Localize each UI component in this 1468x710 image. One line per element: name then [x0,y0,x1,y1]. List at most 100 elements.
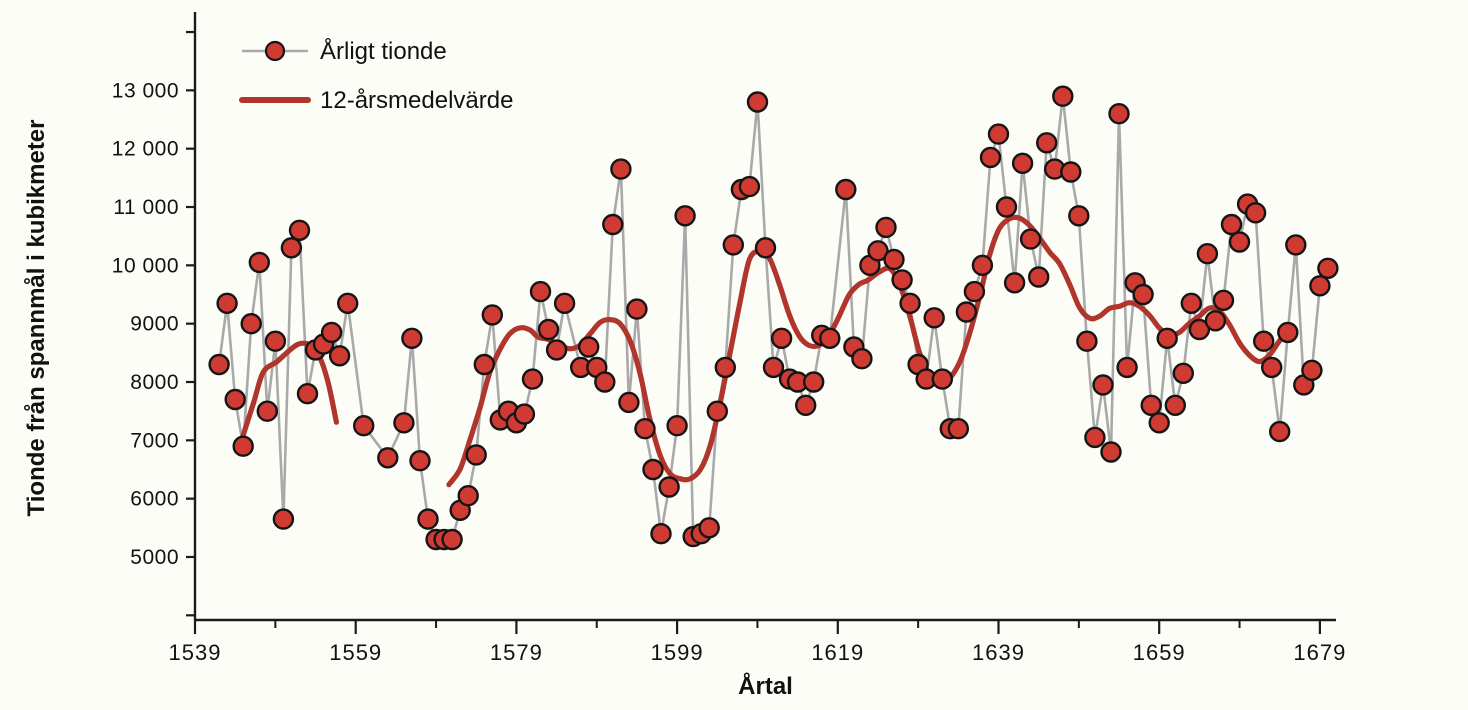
data-point [1060,161,1082,183]
data-point [441,528,463,551]
data-point [1019,228,1042,250]
data-point [280,237,303,259]
y-tick-label: 8000 [130,371,179,394]
data-point [1011,152,1034,175]
data-point [208,353,230,376]
data-point [1220,213,1243,236]
data-point [1188,318,1211,341]
data-point [923,307,945,329]
data-point [521,368,544,390]
data-point [1068,205,1090,227]
y-tick-label: 12 000 [112,138,179,161]
data-point [947,418,969,440]
x-tick-label: 1599 [651,640,704,665]
data-point [240,313,262,335]
data-point [1252,330,1275,352]
y-tick-label: 9000 [130,313,179,336]
data-point [264,330,287,352]
data-point [1076,330,1098,352]
y-tick-label: 5000 [130,546,179,569]
data-point [1035,132,1058,154]
data-point [1212,289,1235,311]
data-point [1228,231,1251,253]
data-point [610,158,632,180]
data-point [1132,283,1154,306]
data-point [698,517,720,539]
data-point [602,213,624,236]
data-point [232,435,254,457]
data-point [626,298,648,320]
data-point [1172,362,1195,384]
data-point [1309,275,1331,297]
data-point [1244,202,1267,224]
data-point [762,356,785,379]
data-point [955,301,978,323]
data-point [819,327,841,349]
x-tick-label: 1559 [329,640,382,665]
data-point [545,339,568,361]
legend-annual-marker-icon [264,40,286,62]
data-point [473,353,495,376]
smoothed-series-line [446,214,1292,488]
x-axis-title: Årtal [738,672,793,700]
data-point [288,219,311,242]
data-point [1285,234,1307,256]
data-point [1317,257,1339,279]
legend-annual-label: Årligt tionde [320,37,447,65]
data-point [1196,242,1219,265]
data-point [1003,272,1026,294]
data-point [642,458,664,481]
x-tick-label: 1639 [972,640,1025,665]
data-point [706,400,728,422]
data-point [537,318,560,341]
data-point [1027,266,1050,288]
data-point [883,248,905,271]
data-point [666,415,688,437]
data-point [272,508,295,530]
data-point [979,146,1002,169]
data-point [658,476,680,498]
data-point [1140,394,1162,416]
data-point [714,356,736,379]
data-point [296,383,319,405]
data-point [875,216,897,239]
data-point [578,336,600,358]
data-point [1052,85,1074,107]
data-point [328,345,351,367]
data-point [995,196,1018,218]
data-point [803,371,825,393]
data-point [256,400,278,422]
data-point [1301,359,1323,381]
smoothed-series-line [239,340,339,443]
data-point [481,304,503,326]
data-point [674,205,696,227]
data-point [353,415,375,437]
data-point [899,292,921,314]
x-tick-label: 1659 [1133,640,1186,665]
data-point [867,240,889,262]
data-point [1156,327,1178,349]
data-point [618,391,640,414]
data-point [594,371,616,393]
data-point [224,388,246,411]
x-tick-label: 1539 [169,640,222,665]
data-point [529,280,552,303]
data-point [770,327,793,349]
y-tick-label: 6000 [130,488,179,511]
data-point [417,508,439,530]
data-point [337,292,359,314]
data-point [1148,412,1170,434]
data-point [1108,102,1130,125]
y-tick-label: 13 000 [112,79,179,102]
data-point [738,175,761,198]
legend-mean-label: 12-årsmedelvärde [320,87,513,114]
data-point [1116,356,1138,379]
data-point [1100,441,1122,463]
y-tick-label: 10 000 [112,254,179,277]
data-point [216,292,238,314]
data-point [1268,420,1291,443]
data-point [377,447,399,469]
data-point [465,444,487,466]
data-point [409,450,431,472]
